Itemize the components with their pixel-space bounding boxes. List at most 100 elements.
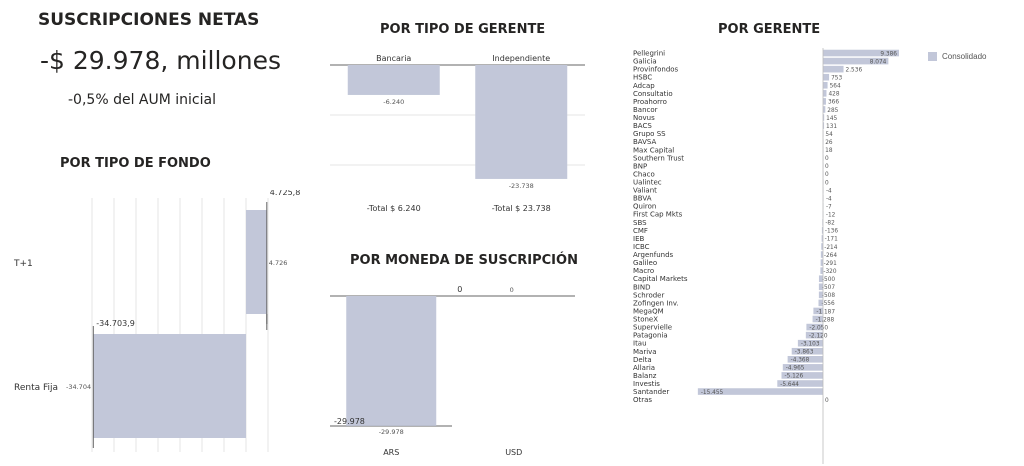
- gerente-value-label: -291: [824, 261, 837, 267]
- gerente-value-label: -4: [826, 188, 832, 194]
- gerente-value-label: 131: [826, 124, 837, 130]
- gerente-value-label: -556: [821, 301, 834, 307]
- gerente-chart-title: POR GERENTE: [718, 22, 821, 37]
- gerente-category-label: Delta: [633, 356, 652, 364]
- gerente-bar: [782, 364, 823, 371]
- gerente-category-label: BIND: [633, 283, 651, 291]
- gerente-category-label: Capital Markets: [633, 275, 688, 283]
- gerente-category-label: SBS: [633, 219, 647, 227]
- gerente-category-label: HSBC: [633, 74, 652, 82]
- gerente-legend: Consolidado: [928, 52, 986, 61]
- tipo-value-label: -6.240: [383, 98, 404, 106]
- gerente-value-label: -7: [826, 204, 832, 210]
- gerente-category-label: Macro: [633, 267, 654, 275]
- gerente-bar: [823, 57, 889, 65]
- gerente-category-label: Schroder: [633, 291, 664, 299]
- gerente-category-label: Otras: [633, 396, 652, 404]
- gerente-value-label: -507: [822, 285, 835, 291]
- gerente-chart: Pellegrini 9.386 Galicia 8.074 Provinfondos 2…: [633, 48, 899, 464]
- gerente-value-label: 428: [828, 92, 839, 98]
- tipo-total-label: -Total $ 23.738: [492, 204, 551, 213]
- gerente-category-label: Consultatio: [633, 90, 673, 98]
- fondo-bar-0: [246, 210, 267, 314]
- gerente-value-label: -82: [825, 221, 835, 227]
- gerente-category-label: Ualintec: [633, 178, 662, 186]
- fondo-value-label: -34.704: [66, 383, 91, 391]
- gerente-category-label: Pellegrini: [633, 50, 665, 58]
- net-subscriptions-value: -$ 29.978, millones: [40, 46, 281, 75]
- gerente-value-label: -4.965: [786, 366, 805, 372]
- gerente-value-label: -214: [824, 245, 837, 251]
- tipo-bar-1: [475, 65, 568, 179]
- gerente-bar: [823, 122, 825, 129]
- gerente-bar: [823, 49, 899, 57]
- gerente-category-label: Chaco: [633, 170, 655, 178]
- gerente-bar: [812, 315, 823, 323]
- gerente-category-label: Santander: [633, 388, 669, 396]
- gerente-bar: [805, 331, 823, 339]
- gerente-value-label: 18: [825, 148, 833, 154]
- fondo-total-label: -34.703,9: [96, 319, 135, 328]
- gerente-value-label: 8.074: [870, 59, 887, 65]
- fondo-bar-1: [93, 334, 246, 438]
- gerente-value-label: -4.368: [791, 358, 810, 364]
- gerente-category-label: MegaQM: [633, 307, 664, 315]
- gerente-value-label: 0: [825, 164, 829, 170]
- gerente-bar: [806, 323, 823, 331]
- gerente-category-label: Galileo: [633, 259, 657, 267]
- gerente-category-label: Mariva: [633, 348, 657, 356]
- gerente-category-label: ICBC: [633, 243, 650, 251]
- gerente-category-label: Proahorro: [633, 98, 667, 106]
- tipo-gerente-chart: Bancaria -6.240 -Total $ 6.240 Independient…: [330, 54, 585, 213]
- gerente-value-label: -5.126: [784, 374, 803, 380]
- gerente-value-label: 9.386: [880, 51, 897, 57]
- tipo-bar-0: [347, 65, 440, 95]
- moneda-category-label: USD: [505, 448, 522, 457]
- tipo-category-label: Independiente: [492, 54, 550, 63]
- gerente-value-label: -264: [824, 253, 837, 259]
- tipo-total-label: -Total $ 6.240: [367, 204, 421, 213]
- gerente-category-label: IEB: [633, 235, 644, 243]
- gerente-category-label: Itau: [633, 340, 647, 348]
- gerente-category-label: Supervielle: [633, 324, 672, 332]
- gerente-value-label: -171: [825, 237, 838, 243]
- moneda-chart-title: POR MONEDA DE SUSCRIPCIÓN: [350, 253, 578, 268]
- gerente-category-label: Provinfondos: [633, 66, 679, 74]
- gerente-bar: [823, 81, 828, 89]
- gerente-category-label: Allaria: [633, 364, 655, 372]
- gerente-bar: [823, 65, 844, 73]
- legend-label: Consolidado: [942, 52, 987, 61]
- gerente-category-label: BACS: [633, 122, 652, 130]
- gerente-value-label: 145: [826, 116, 837, 122]
- gerente-category-label: Grupo SS: [633, 130, 666, 138]
- gerente-category-label: Southern Trust: [633, 154, 684, 162]
- gerente-bar: [820, 251, 823, 258]
- fondo-chart-title: POR TIPO DE FONDO: [60, 156, 211, 171]
- tipo-gerente-chart-title: POR TIPO DE GERENTE: [380, 22, 546, 37]
- gerente-value-label: 0: [825, 172, 829, 178]
- gerente-value-label: 0: [825, 180, 829, 186]
- gerente-value-label: -136: [825, 229, 838, 235]
- gerente-category-label: CMF: [633, 227, 648, 235]
- moneda-value-label: -29.978: [379, 428, 404, 436]
- gerente-bar: [791, 347, 823, 355]
- gerente-value-label: -12: [826, 213, 836, 219]
- gerente-category-label: BBVA: [633, 195, 652, 203]
- gerente-category-label: Patagonia: [633, 332, 668, 340]
- gerente-value-label: -5.644: [780, 382, 799, 388]
- fondo-category-label: T+1: [13, 259, 33, 269]
- gerente-value-label: 285: [827, 108, 838, 114]
- gerente-value-label: -320: [823, 269, 836, 275]
- gerente-bar: [777, 380, 823, 387]
- gerente-bar: [787, 356, 823, 363]
- gerente-value-label: -3.103: [801, 341, 820, 347]
- moneda-end-label: 0: [457, 285, 462, 294]
- gerente-category-label: BNP: [633, 162, 647, 170]
- gerente-value-label: -4: [826, 196, 832, 202]
- gerente-bar: [813, 307, 823, 315]
- moneda-category-label: ARS: [383, 448, 399, 457]
- fondo-value-label: 4.726: [269, 259, 288, 267]
- gerente-value-label: 0: [825, 398, 829, 404]
- gerente-value-label: -2.120: [809, 333, 828, 339]
- gerente-category-label: Galicia: [633, 58, 657, 66]
